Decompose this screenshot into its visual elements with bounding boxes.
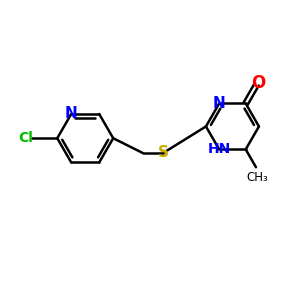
Text: Cl: Cl [18, 131, 33, 145]
Text: HN: HN [208, 142, 231, 156]
Text: N: N [213, 96, 226, 111]
Text: S: S [158, 146, 169, 160]
Text: N: N [65, 106, 78, 122]
Text: CH₃: CH₃ [247, 171, 268, 184]
Text: O: O [251, 74, 265, 92]
